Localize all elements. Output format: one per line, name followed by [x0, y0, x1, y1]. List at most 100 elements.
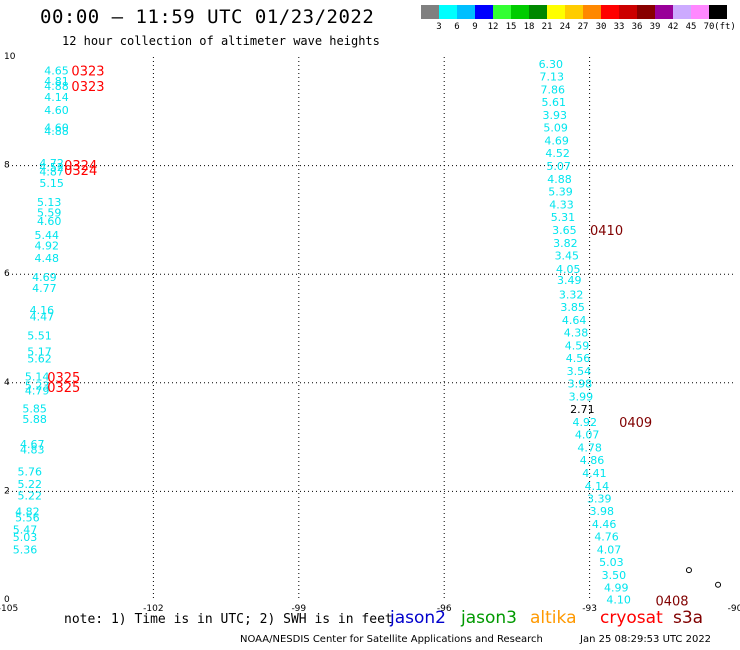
- swh-value-label: 5.17: [27, 345, 52, 358]
- pass-time-label: 0323: [71, 80, 104, 95]
- swh-value-label: 5.36: [13, 544, 38, 557]
- legend-label: 42: [667, 22, 679, 32]
- x-tick-label: -93: [582, 604, 597, 614]
- swh-value-label: 4.69: [544, 135, 569, 148]
- swh-value-label: 4.65: [44, 65, 69, 78]
- legend-label: 27: [577, 22, 589, 32]
- swh-value-label: 4.86: [580, 454, 605, 467]
- pass-time-label: 0410: [590, 224, 623, 239]
- swh-value-label: 4.10: [606, 593, 631, 606]
- land-outline: [685, 567, 692, 574]
- swh-value-label: 2.71: [570, 403, 595, 416]
- swh-value-label: 3.65: [552, 224, 577, 237]
- legend-label: 70: [703, 22, 715, 32]
- y-tick-label: 10: [4, 52, 16, 62]
- legend-swatch: [493, 5, 511, 19]
- x-tick-label: -99: [291, 604, 306, 614]
- swh-value-label: 4.72: [39, 157, 64, 170]
- legend-swatch: [583, 5, 601, 19]
- pass-time-label: 0325: [47, 371, 80, 386]
- swh-value-label: 5.59: [37, 206, 62, 219]
- swh-value-label: 3.49: [557, 274, 582, 287]
- swh-value-label: 5.03: [13, 531, 38, 544]
- swh-value-label: 3.98: [589, 505, 614, 518]
- legend-label: 36: [631, 22, 643, 32]
- swh-value-label: 4.81: [44, 75, 69, 88]
- swh-value-label: 4.38: [564, 326, 589, 339]
- pass-time-label: 0408: [655, 595, 688, 610]
- swh-value-label: 4.59: [565, 339, 590, 352]
- swh-value-label: 3.50: [602, 569, 627, 582]
- swh-value-label: 4.07: [575, 428, 600, 441]
- swh-value-label: 5.76: [18, 465, 43, 478]
- swh-value-label: 5.15: [39, 177, 64, 190]
- swh-value-label: 4.05: [556, 263, 581, 276]
- legend-swatch: [691, 5, 709, 19]
- x-tick-label: -96: [437, 604, 452, 614]
- pass-time-label: 0324: [64, 159, 97, 174]
- satellite-label-jason3: jason3: [461, 608, 517, 628]
- legend-label: 12: [487, 22, 499, 32]
- swh-value-label: 4.92: [35, 239, 60, 252]
- satellite-label-cryosat: cryosat: [600, 608, 663, 628]
- swh-value-label: 4.78: [577, 441, 602, 454]
- swh-value-label: 4.88: [44, 80, 69, 93]
- swh-value-label: 5.13: [37, 196, 62, 209]
- generated-timestamp: Jan 25 08:29:53 UTC 2022: [580, 634, 712, 645]
- legend-swatch: [439, 5, 457, 19]
- legend-label: 33: [613, 22, 625, 32]
- swh-value-label: 4.48: [35, 252, 60, 265]
- satellite-label-jason2: jason2: [390, 608, 446, 628]
- legend-swatch: [601, 5, 619, 19]
- swh-value-label: 4.07: [597, 544, 622, 557]
- y-tick-label: 2: [4, 486, 10, 496]
- swh-value-label: 4.41: [582, 467, 607, 480]
- swh-value-label: 4.67: [20, 438, 45, 451]
- legend-label: 18: [523, 22, 535, 32]
- swh-value-label: 7.13: [540, 71, 565, 84]
- swh-value-label: 4.92: [573, 416, 598, 429]
- swh-value-label: 5.07: [546, 160, 571, 173]
- legend-label: 15: [505, 22, 517, 32]
- legend-label: 39: [649, 22, 661, 32]
- legend-swatch: [547, 5, 565, 19]
- swh-value-label: 5.22: [18, 478, 43, 491]
- swh-value-label: 5.88: [22, 413, 47, 426]
- chart-title: 00:00 — 11:59 UTC 01/23/2022: [40, 6, 375, 28]
- y-tick-label: 0: [4, 595, 10, 605]
- legend-swatch: [511, 5, 529, 19]
- y-tick-label: 4: [4, 378, 10, 388]
- satellite-label-altika: altika: [530, 608, 577, 628]
- swh-value-label: 5.23: [25, 380, 50, 393]
- legend-unit: (ft): [714, 22, 736, 32]
- swh-value-label: 5.56: [15, 511, 40, 524]
- swh-value-label: 4.14: [44, 91, 69, 104]
- swh-value-label: 5.09: [543, 122, 568, 135]
- legend-swatch: [457, 5, 475, 19]
- swh-value-label: 4.64: [562, 314, 587, 327]
- swh-value-label: 4.83: [20, 444, 45, 457]
- footer-note: note: 1) Time is in UTC; 2) SWH is in fe…: [64, 612, 393, 627]
- swh-value-label: 4.79: [25, 384, 50, 397]
- swh-value-label: 5.47: [13, 523, 38, 536]
- swh-value-label: 5.22: [18, 490, 43, 503]
- legend-swatch: [655, 5, 673, 19]
- x-tick-label: -105: [0, 604, 18, 614]
- swh-value-label: 5.14: [25, 370, 50, 383]
- y-tick-label: 8: [4, 161, 10, 171]
- swh-value-label: 3.85: [560, 301, 585, 314]
- pass-time-label: 0409: [619, 416, 652, 431]
- swh-value-label: 3.32: [559, 288, 584, 301]
- swh-value-label: 4.52: [39, 161, 64, 174]
- swh-value-label: 3.93: [542, 109, 567, 122]
- legend-label: 24: [559, 22, 571, 32]
- legend-label: 45: [685, 22, 697, 32]
- legend-swatch: [673, 5, 691, 19]
- swh-value-label: 4.88: [547, 173, 572, 186]
- swh-value-label: 3.39: [587, 492, 612, 505]
- swh-value-label: 3.82: [553, 237, 578, 250]
- legend-swatch: [529, 5, 547, 19]
- x-tick-label: -90: [728, 604, 740, 614]
- legend-swatch: [637, 5, 655, 19]
- swh-value-label: 4.60: [37, 215, 62, 228]
